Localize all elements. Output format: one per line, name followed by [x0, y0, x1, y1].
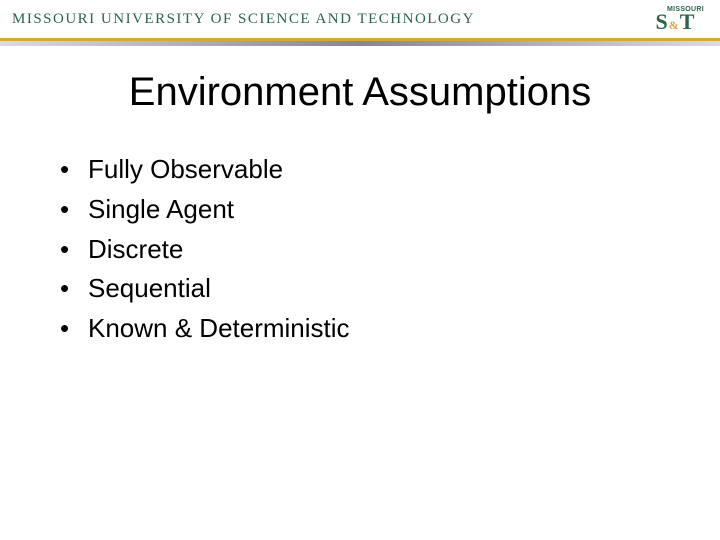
bullet-text: Fully Observable [88, 153, 283, 187]
bullet-dot-icon: • [60, 193, 88, 227]
bullet-text: Known & Deterministic [88, 312, 350, 346]
gradient-rule [0, 41, 720, 46]
logo-ampersand: & [669, 19, 679, 31]
bullet-item: • Fully Observable [60, 153, 720, 187]
slide-header: MISSOURI UNIVERSITY OF SCIENCE AND TECHN… [0, 0, 720, 38]
logo-letter-t: T [680, 11, 695, 33]
university-name: MISSOURI UNIVERSITY OF SCIENCE AND TECHN… [12, 11, 475, 28]
logo-main: S & T [656, 11, 695, 33]
bullet-dot-icon: • [60, 312, 88, 346]
bullet-dot-icon: • [60, 233, 88, 267]
bullet-item: • Sequential [60, 272, 720, 306]
bullet-item: • Known & Deterministic [60, 312, 720, 346]
logo-letter-s: S [656, 11, 668, 33]
bullet-text: Discrete [88, 233, 183, 267]
bullet-item: • Discrete [60, 233, 720, 267]
university-logo: MISSOURI S & T [642, 2, 708, 36]
slide-title: Environment Assumptions [0, 70, 720, 115]
bullet-dot-icon: • [60, 153, 88, 187]
bullet-text: Sequential [88, 272, 211, 306]
bullet-dot-icon: • [60, 272, 88, 306]
bullet-list: • Fully Observable • Single Agent • Disc… [0, 153, 720, 346]
bullet-text: Single Agent [88, 193, 234, 227]
bullet-item: • Single Agent [60, 193, 720, 227]
